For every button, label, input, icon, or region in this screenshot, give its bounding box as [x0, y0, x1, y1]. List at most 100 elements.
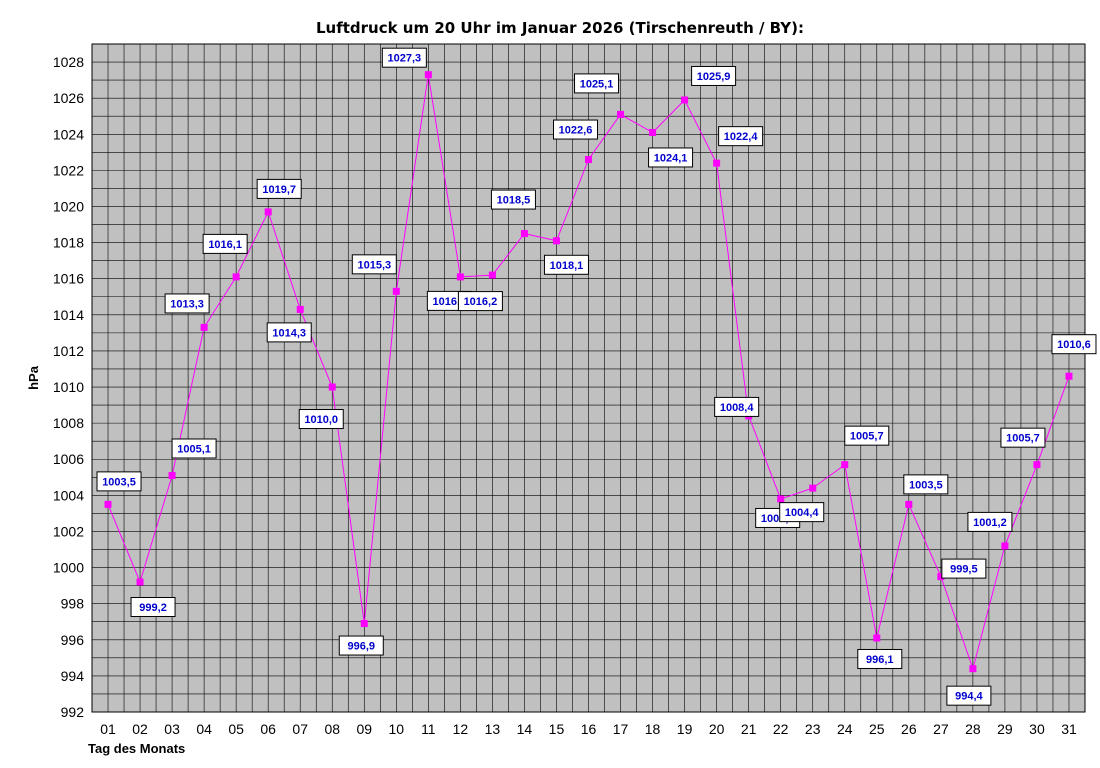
data-point	[649, 128, 657, 136]
x-tick-label: 19	[677, 721, 693, 737]
x-tick-label: 27	[933, 721, 949, 737]
data-label-text: 1016,2	[464, 296, 498, 308]
data-label: 1008,4	[714, 396, 760, 417]
data-label: 994,4	[946, 685, 992, 706]
data-label-text: 1019,7	[262, 184, 296, 196]
data-label: 1022,6	[553, 119, 598, 140]
data-point	[296, 305, 304, 313]
data-point	[168, 471, 176, 479]
data-label-box	[266, 322, 312, 343]
data-label-text: 1025,1	[580, 78, 614, 90]
data-point	[809, 484, 817, 492]
x-tick-label: 10	[389, 721, 405, 737]
data-point	[360, 620, 368, 628]
data-label-text: 1027,3	[388, 53, 422, 65]
data-label: 1024,1	[648, 147, 694, 168]
data-point	[713, 159, 721, 167]
data-point	[1001, 542, 1009, 550]
data-label-text: 1003,5	[909, 479, 943, 491]
y-tick-label: 1022	[53, 162, 84, 178]
data-point	[681, 96, 689, 104]
data-point	[232, 273, 240, 281]
x-tick-label: 24	[837, 721, 853, 737]
data-label-text: 1010,6	[1057, 339, 1091, 351]
data-label-text: 1005,7	[850, 431, 884, 443]
data-label: 1018,5	[490, 189, 536, 210]
data-label-text: 1005,7	[1006, 433, 1040, 445]
data-label-text: 1013,3	[170, 298, 204, 310]
x-tick-label: 28	[965, 721, 981, 737]
x-tick-label: 29	[997, 721, 1013, 737]
x-tick-label: 18	[645, 721, 661, 737]
y-tick-label: 1018	[53, 235, 84, 251]
data-label-text: 1018,1	[550, 260, 584, 272]
data-label: 999,5	[941, 558, 987, 579]
data-point	[777, 495, 785, 503]
data-label-box	[1000, 427, 1046, 448]
data-label: 1025,9	[691, 65, 737, 86]
chart-title: Luftdruck um 20 Uhr im Januar 2026 (Tirs…	[316, 19, 804, 37]
y-tick-label: 996	[61, 632, 85, 648]
data-label-text: 1016,1	[433, 296, 467, 308]
data-label: 1018,1	[543, 254, 589, 275]
data-label-box	[543, 254, 589, 275]
x-tick-label: 20	[709, 721, 725, 737]
data-label-text: 999,5	[950, 564, 978, 576]
y-axis-label: hPa	[26, 365, 41, 390]
y-tick-label: 1002	[53, 523, 84, 539]
data-point	[200, 323, 208, 331]
data-label-box	[648, 147, 694, 168]
data-label-text: 1022,6	[559, 125, 593, 137]
data-label-text: 999,2	[139, 602, 167, 614]
y-tick-label: 998	[61, 596, 85, 612]
data-label-box	[351, 254, 397, 275]
x-tick-label: 01	[100, 721, 116, 737]
data-point	[617, 110, 625, 118]
data-label-box	[256, 178, 302, 199]
x-tick-label: 12	[453, 721, 469, 737]
data-point	[905, 500, 913, 508]
data-label-box	[338, 635, 384, 656]
x-tick-label: 23	[805, 721, 821, 737]
data-label-box	[946, 685, 992, 706]
x-tick-labels: 01 02 03 04 05 06 07 08 09 10 11 12 13 14 15 16 17 18 19 20…	[100, 721, 1077, 737]
data-label-box	[164, 293, 210, 314]
data-label-text: 1008,4	[720, 402, 755, 414]
data-label-box	[553, 119, 598, 140]
data-label: 1005,1	[171, 438, 217, 459]
data-point	[392, 287, 400, 295]
x-tick-label: 03	[164, 721, 180, 737]
data-labels: 1003,5 999,2 1005,1 1013,3 1016,1 1019,7 1014,…	[96, 47, 1097, 706]
data-label: 1027,3	[381, 47, 427, 68]
data-label-text: 996,9	[348, 641, 376, 653]
data-label: 1001,2	[967, 511, 1013, 532]
data-point	[520, 230, 528, 238]
y-tick-label: 1000	[53, 560, 84, 576]
y-tick-label: 1024	[53, 126, 84, 142]
data-label-box	[490, 189, 536, 210]
data-label-box	[718, 126, 764, 147]
x-tick-label: 21	[741, 721, 757, 737]
x-tick-label: 13	[485, 721, 501, 737]
data-label: 1013,3	[164, 293, 210, 314]
data-label-text: 1004,4	[785, 507, 820, 519]
data-point	[264, 208, 272, 216]
y-tick-label: 994	[61, 668, 85, 684]
data-label: 1025,1	[574, 73, 620, 94]
data-label: 1016,2	[457, 291, 503, 312]
data-label-box	[967, 511, 1013, 532]
y-tick-label: 1026	[53, 90, 84, 106]
y-tick-label: 1028	[53, 54, 84, 70]
data-point	[104, 500, 112, 508]
data-point	[585, 156, 592, 164]
x-tick-label: 17	[613, 721, 629, 737]
x-tick-label: 08	[324, 721, 340, 737]
data-point	[1065, 372, 1073, 380]
data-label-box	[691, 65, 737, 86]
y-tick-label: 992	[61, 704, 85, 720]
data-label-text: 1025,9	[697, 71, 731, 83]
x-tick-label: 02	[132, 721, 148, 737]
x-tick-label: 31	[1061, 721, 1077, 737]
data-label-text: 1014,3	[272, 327, 306, 339]
data-label-text: 1003,5	[102, 476, 136, 488]
